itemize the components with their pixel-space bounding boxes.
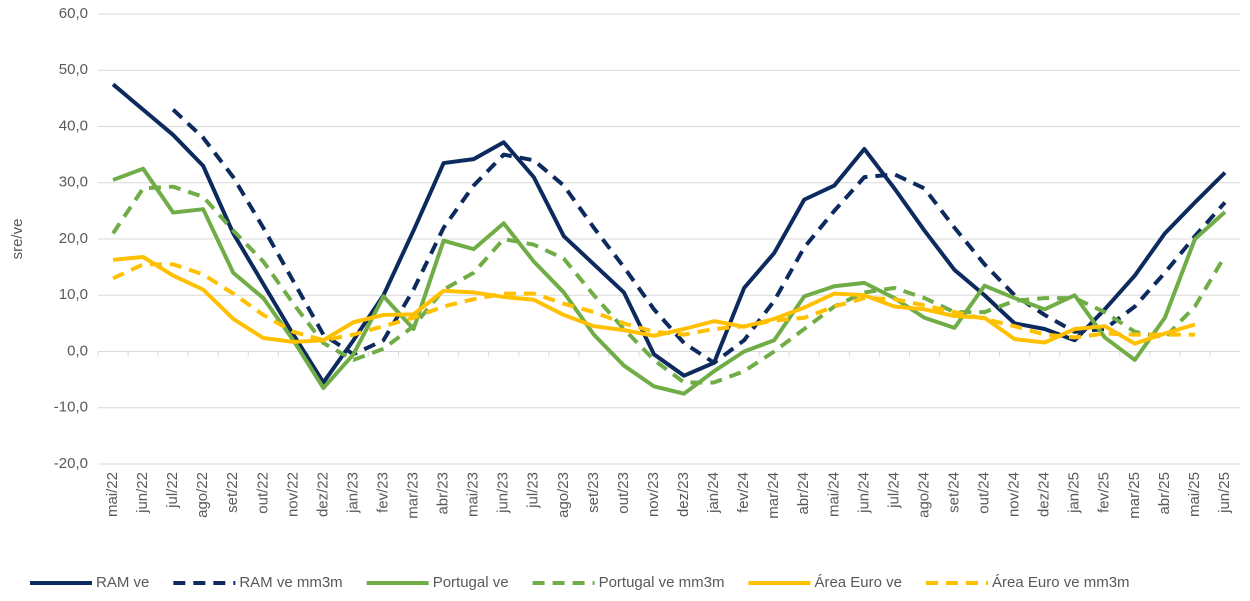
x-tick-label: fev/24 <box>735 472 752 513</box>
x-tick-label: dez/23 <box>675 472 692 517</box>
x-tick-label: ago/24 <box>915 472 932 518</box>
x-tick-label: jul/24 <box>885 472 902 509</box>
x-tick-label: out/22 <box>254 472 271 514</box>
y-tick-label: 30,0 <box>59 174 88 191</box>
y-tick-label: 60,0 <box>59 5 88 22</box>
x-tick-label: fev/23 <box>374 472 391 513</box>
x-tick-label: dez/22 <box>314 472 331 517</box>
legend-label: Área Euro ve <box>814 574 902 591</box>
x-tick-label: mar/25 <box>1126 472 1143 519</box>
x-tick-label: set/23 <box>585 472 602 513</box>
x-tick-label: mai/22 <box>104 472 121 517</box>
x-tick-label: mai/24 <box>825 472 842 517</box>
y-tick-label: 20,0 <box>59 230 88 247</box>
x-tick-label: out/23 <box>615 472 632 514</box>
x-tick-label: mai/23 <box>465 472 482 517</box>
x-tick-label: jun/25 <box>1216 472 1233 514</box>
x-tick-label: abr/23 <box>435 472 452 515</box>
x-tick-label: nov/24 <box>1006 472 1023 517</box>
x-tick-label: fev/25 <box>1096 472 1113 513</box>
x-tick-label: jan/23 <box>344 472 361 514</box>
x-tick-label: jun/24 <box>855 472 872 514</box>
x-tick-label: mai/25 <box>1186 472 1203 517</box>
legend-label: Portugal ve mm3m <box>599 574 725 591</box>
legend-label: Área Euro ve mm3m <box>992 574 1130 591</box>
series-line <box>171 108 1227 365</box>
y-tick-label: 0,0 <box>67 342 88 359</box>
x-tick-label: set/24 <box>945 472 962 513</box>
series-line <box>112 255 1196 346</box>
legend-label: RAM ve <box>96 574 149 591</box>
x-tick-label: out/24 <box>976 472 993 514</box>
x-tick-label: ago/23 <box>555 472 572 518</box>
x-tick-label: jan/24 <box>705 472 722 514</box>
legend-label: Portugal ve <box>433 574 509 591</box>
x-tick-label: nov/22 <box>284 472 301 517</box>
y-tick-label: -20,0 <box>54 455 88 472</box>
x-tick-label: dez/24 <box>1036 472 1053 517</box>
series-line <box>112 166 1227 396</box>
series-line <box>112 262 1195 343</box>
y-tick-label: 50,0 <box>59 61 88 78</box>
x-tick-label: jul/23 <box>525 472 542 509</box>
x-tick-label: mar/24 <box>765 472 782 519</box>
x-tick-label: ago/22 <box>194 472 211 518</box>
x-tick-label: mar/23 <box>405 472 422 519</box>
y-tick-label: 40,0 <box>59 117 88 134</box>
x-tick-label: jun/22 <box>134 472 151 514</box>
x-tick-label: set/22 <box>224 472 241 513</box>
x-tick-label: jul/22 <box>164 472 181 509</box>
x-tick-label: abr/24 <box>795 472 812 515</box>
x-tick-label: nov/23 <box>645 472 662 517</box>
series-line <box>111 184 1227 385</box>
y-tick-label: -10,0 <box>54 399 88 416</box>
legend-label: RAM ve mm3m <box>239 574 342 591</box>
x-tick-label: jun/23 <box>495 472 512 514</box>
y-axis-label: sre/ve <box>9 219 26 260</box>
x-tick-label: jan/25 <box>1066 472 1083 514</box>
x-tick-label: abr/25 <box>1156 472 1173 515</box>
y-tick-label: 10,0 <box>59 286 88 303</box>
